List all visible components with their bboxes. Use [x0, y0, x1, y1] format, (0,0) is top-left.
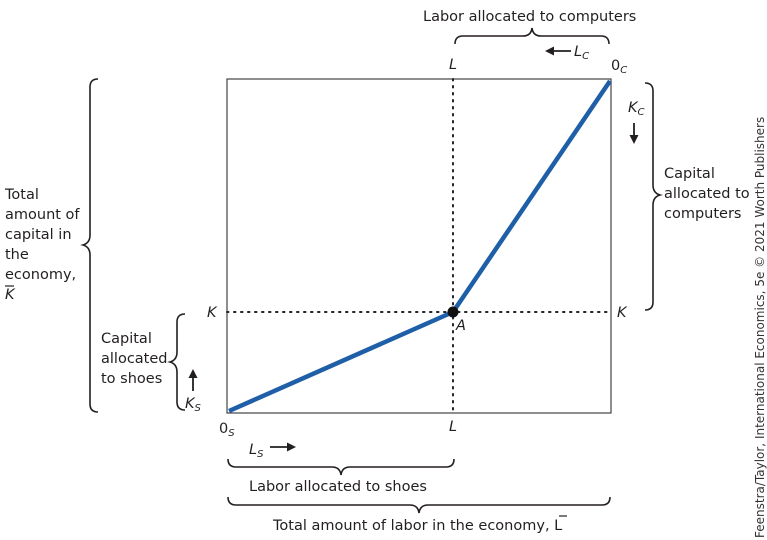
origin-shoes-label: 0S: [219, 421, 235, 439]
kc-arrow-icon: [629, 123, 639, 144]
point-a-dot: [447, 306, 459, 318]
ls-arrow-icon: [270, 442, 296, 452]
total-labor-label: Total amount of labor in the economy, L: [272, 518, 562, 534]
publisher-credit: Feenstra/Taylor, International Economics…: [753, 117, 767, 538]
k-right-label: K: [617, 305, 628, 321]
origin-computers-label: 0C: [611, 58, 627, 76]
point-a-label: A: [455, 318, 466, 334]
k-left-label: K: [207, 305, 218, 321]
computers-labor-brace: [454, 27, 610, 45]
capital-computers-label: Capital allocated to computers: [664, 166, 754, 222]
shoes-capital-brace: [167, 313, 186, 411]
capital-shoes-label: Capital allocated to shoes: [101, 331, 172, 387]
labor-shoes-label: Labor allocated to shoes: [249, 479, 427, 495]
total-capital-label: Total amount of capital in the economy, …: [4, 187, 84, 303]
ks-arrow-icon: [188, 369, 198, 391]
computers-capital-brace: [644, 82, 663, 311]
ls-label: LS: [249, 442, 264, 460]
labor-computers-label: Labor allocated to computers: [423, 9, 636, 25]
allocation-box: [226, 78, 612, 414]
l-top-label: L: [449, 57, 457, 73]
lc-label: LC: [574, 44, 589, 62]
kc-label: KC: [628, 100, 645, 118]
lc-arrow-icon: [545, 46, 571, 56]
l-bottom-label: L: [449, 419, 457, 435]
shoes-labor-brace: [227, 458, 455, 476]
total-labor-brace: [227, 496, 611, 514]
total-capital-brace: [80, 78, 99, 413]
allocation-curve: [228, 79, 612, 414]
ks-label: KS: [185, 396, 202, 414]
